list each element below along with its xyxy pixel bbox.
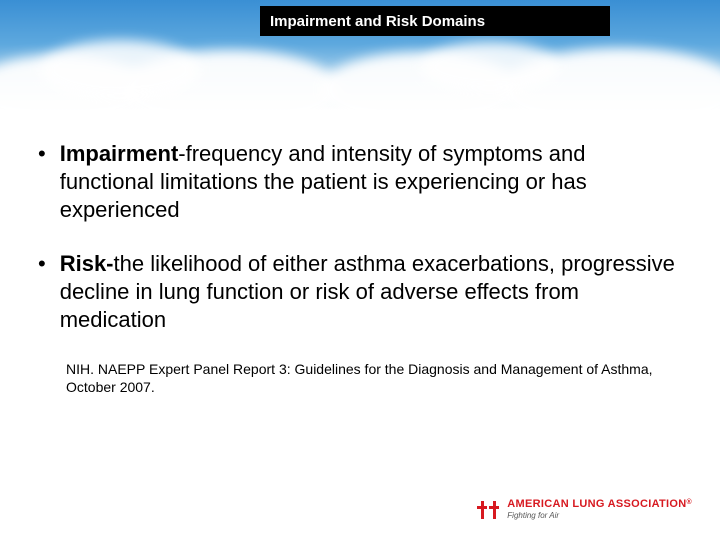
bullet-body: the likelihood of either asthma exacerba…: [60, 251, 675, 332]
bullet-item: • Impairment-frequency and intensity of …: [38, 140, 678, 224]
content-area: • Impairment-frequency and intensity of …: [38, 140, 678, 396]
org-name: AMERICAN LUNG ASSOCIATION®: [507, 499, 692, 510]
bullet-text: Impairment-frequency and intensity of sy…: [60, 140, 678, 224]
logo-text: AMERICAN LUNG ASSOCIATION® Fighting for …: [507, 499, 692, 520]
citation-text: NIH. NAEPP Expert Panel Report 3: Guidel…: [66, 360, 678, 396]
organization-logo: AMERICAN LUNG ASSOCIATION® Fighting for …: [477, 499, 692, 520]
double-cross-icon: [477, 501, 499, 519]
bullet-lead-bold: Impairment: [60, 141, 179, 166]
title-box: Impairment and Risk Domains: [260, 6, 610, 36]
bullet-item: • Risk-the likelihood of either asthma e…: [38, 250, 678, 334]
bullet-marker: •: [38, 250, 46, 334]
cloud-shape: [40, 40, 200, 100]
bullet-text: Risk-the likelihood of either asthma exa…: [60, 250, 678, 334]
slide-title: Impairment and Risk Domains: [270, 13, 485, 30]
slide: Impairment and Risk Domains • Impairment…: [0, 0, 720, 540]
bullet-marker: •: [38, 140, 46, 224]
bullet-lead-bold: Risk-: [60, 251, 114, 276]
tagline: Fighting for Air: [507, 512, 692, 520]
cloud-shape: [420, 42, 560, 92]
